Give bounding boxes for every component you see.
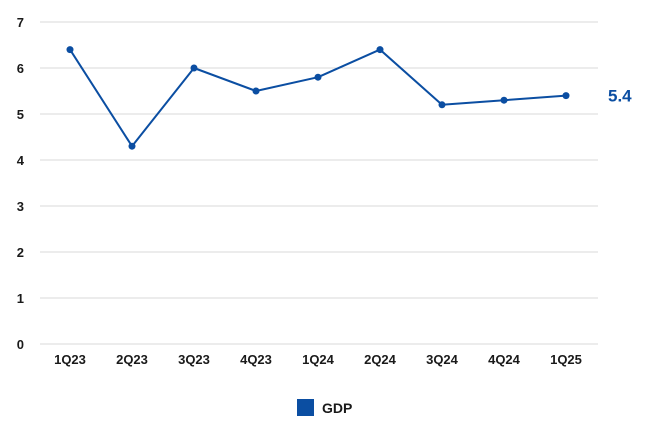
legend: GDP xyxy=(297,399,352,416)
y-tick-label: 4 xyxy=(17,153,25,168)
data-point-2Q24 xyxy=(376,46,384,54)
last-value-label: 5.4 xyxy=(608,87,632,106)
x-tick-label: 2Q23 xyxy=(116,352,148,367)
x-tick-label: 4Q24 xyxy=(488,352,521,367)
y-tick-label: 1 xyxy=(17,291,24,306)
data-point-3Q23 xyxy=(190,64,198,72)
x-tick-label: 4Q23 xyxy=(240,352,272,367)
x-axis-ticks: 1Q23 2Q23 3Q23 4Q23 1Q24 2Q24 3Q24 4Q24 1Q25 xyxy=(54,352,582,367)
x-tick-label: 3Q24 xyxy=(426,352,459,367)
y-tick-label: 3 xyxy=(17,199,24,214)
legend-label-gdp: GDP xyxy=(322,400,352,416)
data-point-1Q23 xyxy=(66,46,74,54)
data-point-1Q24 xyxy=(314,73,322,81)
x-tick-label: 2Q24 xyxy=(364,352,397,367)
x-tick-label: 1Q24 xyxy=(302,352,335,367)
data-point-3Q24 xyxy=(438,101,446,109)
legend-swatch-gdp xyxy=(297,399,314,416)
y-axis-ticks: 0 1 2 3 4 5 6 7 xyxy=(17,15,25,352)
y-tick-label: 0 xyxy=(17,337,24,352)
series-line-gdp xyxy=(69,48,567,148)
y-tick-label: 2 xyxy=(17,245,24,260)
data-point-4Q23 xyxy=(252,87,260,95)
series-layer xyxy=(66,46,570,150)
y-tick-label: 5 xyxy=(17,107,24,122)
y-tick-label: 6 xyxy=(17,61,24,76)
data-point-2Q23 xyxy=(128,142,136,150)
data-point-1Q25 xyxy=(562,92,570,100)
x-tick-label: 1Q23 xyxy=(54,352,86,367)
x-tick-label: 1Q25 xyxy=(550,352,582,367)
data-point-4Q24 xyxy=(500,96,508,104)
grid-lines xyxy=(40,21,598,299)
x-tick-label: 3Q23 xyxy=(178,352,210,367)
y-tick-label: 7 xyxy=(17,15,24,30)
